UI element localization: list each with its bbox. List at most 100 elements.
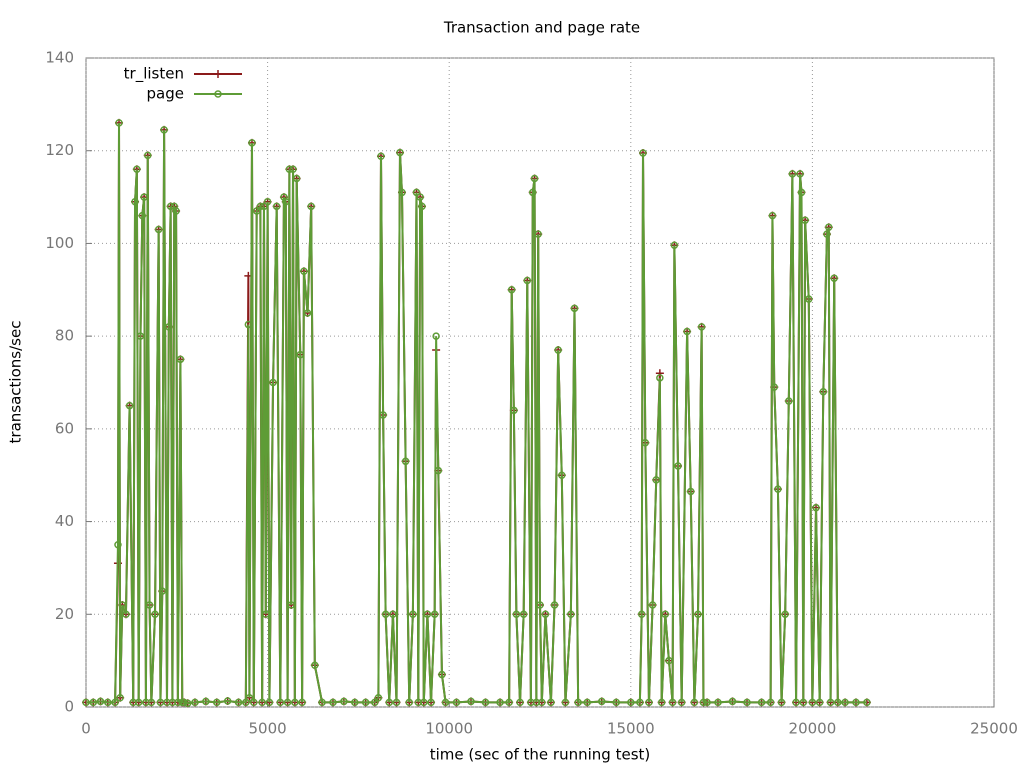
data-point — [434, 466, 443, 475]
data-point — [165, 323, 173, 331]
data-point — [298, 698, 306, 707]
data-point — [452, 698, 461, 707]
data-point — [690, 698, 699, 707]
data-point — [234, 698, 243, 707]
data-point — [202, 697, 210, 706]
data-point — [292, 174, 301, 183]
data-point — [115, 119, 123, 127]
data-point — [111, 698, 119, 707]
data-point — [536, 601, 544, 609]
data-point — [140, 193, 148, 201]
data-point — [703, 698, 711, 707]
data-point — [256, 202, 265, 211]
data-point — [432, 332, 440, 340]
data-point — [318, 698, 326, 707]
data-point — [438, 670, 446, 679]
data-point — [244, 320, 253, 329]
x-tick-label: 5000 — [249, 720, 287, 738]
data-point — [272, 202, 281, 211]
y-tick-label: 100 — [45, 234, 74, 252]
data-point — [285, 165, 294, 174]
x-axis-label: time (sec of the running test) — [430, 746, 651, 764]
data-point — [648, 601, 657, 609]
data-point — [547, 698, 555, 707]
data-point — [82, 698, 90, 707]
data-point — [118, 601, 127, 609]
data-point — [523, 276, 532, 285]
data-point — [329, 698, 337, 707]
data-point — [430, 610, 439, 619]
data-point — [558, 471, 566, 479]
data-point — [283, 698, 292, 707]
series-line — [86, 122, 867, 705]
data-point — [223, 697, 232, 705]
data-point — [89, 698, 98, 707]
data-point — [166, 202, 175, 211]
data-point — [116, 693, 124, 702]
data-point — [583, 698, 591, 707]
data-point — [519, 610, 528, 619]
data-point — [405, 698, 413, 707]
data-point — [768, 211, 777, 220]
data-point — [481, 698, 490, 707]
data-point — [757, 698, 766, 707]
data-point — [287, 601, 295, 609]
data-point — [398, 188, 406, 197]
data-point — [510, 406, 518, 415]
data-point — [863, 698, 871, 707]
data-point — [686, 487, 695, 496]
data-point — [401, 457, 410, 466]
data-point — [296, 350, 305, 359]
data-point — [792, 698, 800, 707]
data-point — [389, 610, 397, 619]
data-point — [826, 698, 835, 707]
data-point — [138, 211, 147, 220]
data-point — [351, 698, 359, 707]
data-point — [774, 485, 782, 493]
data-point — [258, 698, 266, 707]
data-point — [104, 698, 112, 707]
data-point — [381, 610, 390, 619]
data-point — [668, 698, 677, 707]
data-point — [766, 698, 775, 707]
data-point — [714, 698, 722, 707]
data-point — [677, 698, 686, 707]
chart-title: Transaction and page rate — [443, 19, 640, 37]
legend-label: tr_listen — [124, 65, 184, 84]
data-point — [597, 697, 606, 706]
y-tick-label: 20 — [55, 605, 74, 623]
data-point — [467, 697, 475, 706]
data-point — [282, 197, 290, 206]
data-point — [812, 503, 820, 512]
data-point — [172, 207, 180, 215]
data-point — [554, 346, 562, 354]
data-point — [154, 225, 163, 234]
data-point — [657, 698, 666, 707]
data-point — [516, 698, 524, 707]
data-point — [114, 541, 122, 549]
data-point — [158, 587, 167, 595]
data-point — [652, 476, 660, 484]
data-point — [541, 610, 550, 619]
data-point — [245, 693, 254, 702]
data-point — [665, 656, 673, 665]
data-point — [409, 610, 417, 619]
data-point — [728, 697, 737, 706]
data-point — [834, 698, 842, 707]
data-point — [788, 170, 797, 178]
data-point — [374, 693, 383, 702]
data-point — [96, 697, 105, 706]
data-point — [699, 698, 708, 707]
data-point — [636, 698, 644, 707]
x-tick-label: 25000 — [970, 720, 1018, 738]
data-point — [441, 698, 450, 707]
data-point — [183, 699, 192, 708]
data-point — [311, 661, 319, 670]
y-tick-label: 140 — [45, 49, 74, 67]
data-point — [852, 698, 860, 707]
data-point — [785, 397, 793, 405]
data-point — [830, 274, 838, 282]
data-point — [841, 698, 849, 707]
x-tick-label: 0 — [81, 720, 91, 738]
